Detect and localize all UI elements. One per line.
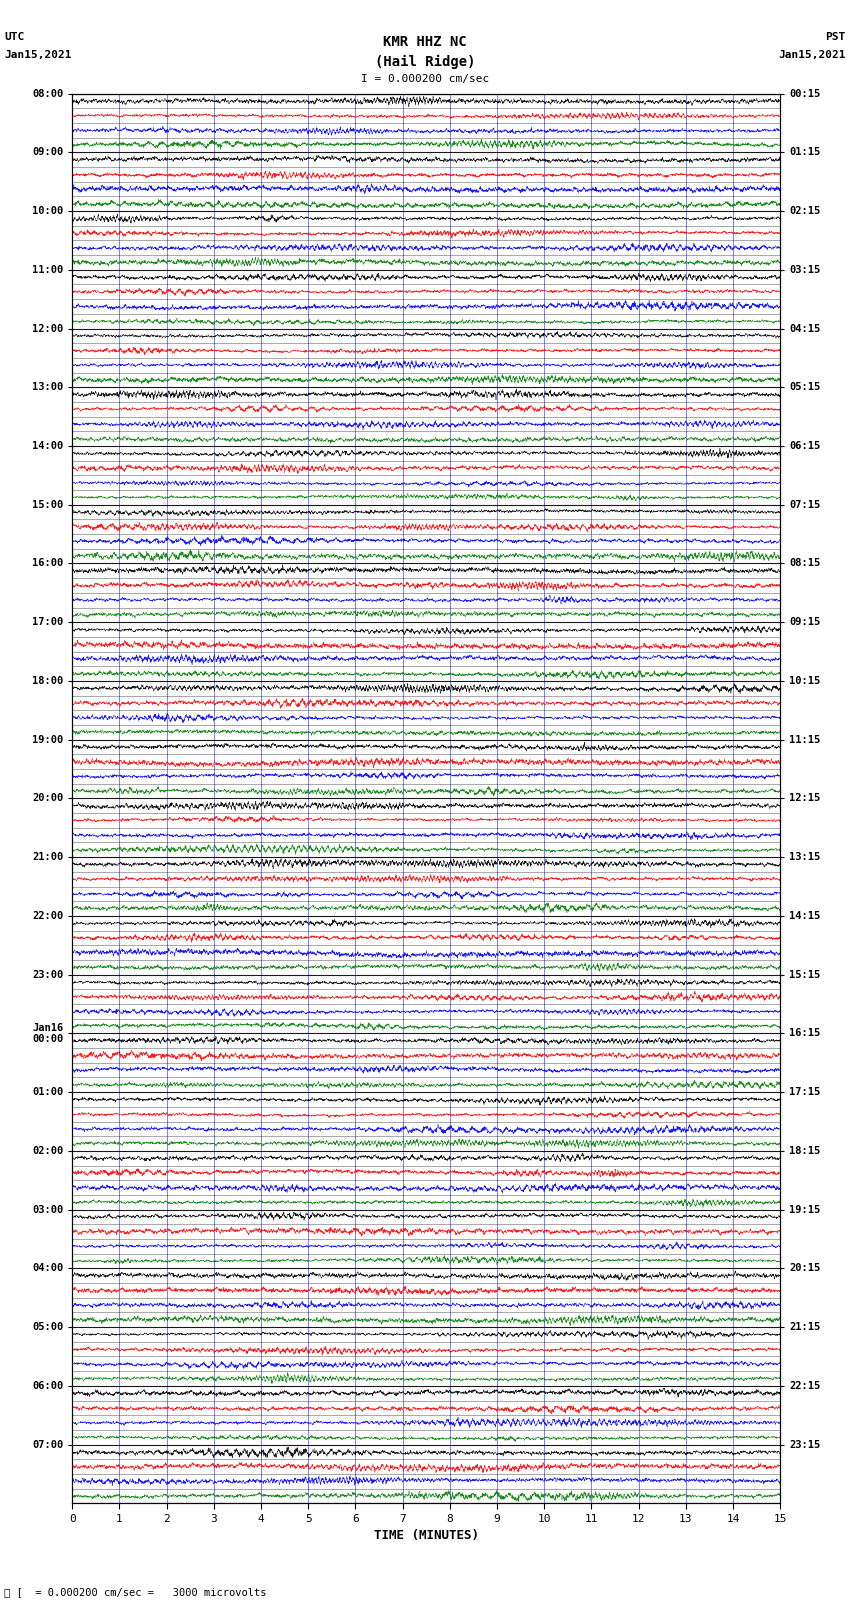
- Text: UTC: UTC: [4, 32, 25, 42]
- Text: (Hail Ridge): (Hail Ridge): [375, 55, 475, 69]
- Text: KMR HHZ NC: KMR HHZ NC: [383, 35, 467, 50]
- Text: Jan15,2021: Jan15,2021: [4, 50, 71, 60]
- Text:  [  = 0.000200 cm/sec =   3000 microvolts:  [ = 0.000200 cm/sec = 3000 microvolts: [4, 1587, 267, 1597]
- Text: Jan15,2021: Jan15,2021: [779, 50, 846, 60]
- Text: PST: PST: [825, 32, 846, 42]
- X-axis label: TIME (MINUTES): TIME (MINUTES): [374, 1529, 479, 1542]
- Text: I = 0.000200 cm/sec: I = 0.000200 cm/sec: [361, 74, 489, 84]
